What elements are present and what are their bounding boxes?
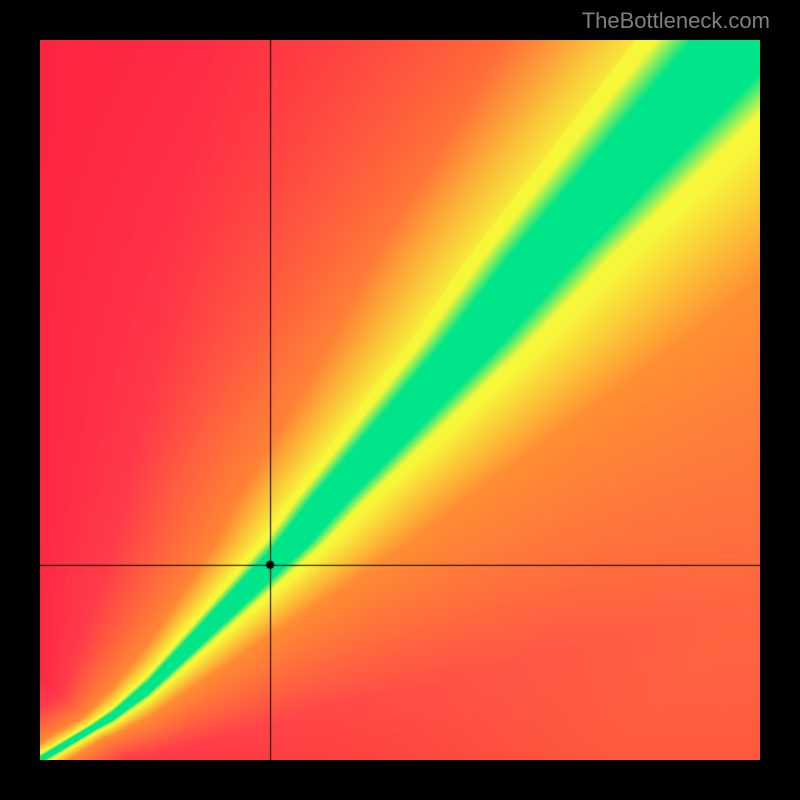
watermark-text: TheBottleneck.com — [582, 8, 770, 34]
heatmap-chart — [40, 40, 760, 760]
heatmap-canvas — [40, 40, 760, 760]
